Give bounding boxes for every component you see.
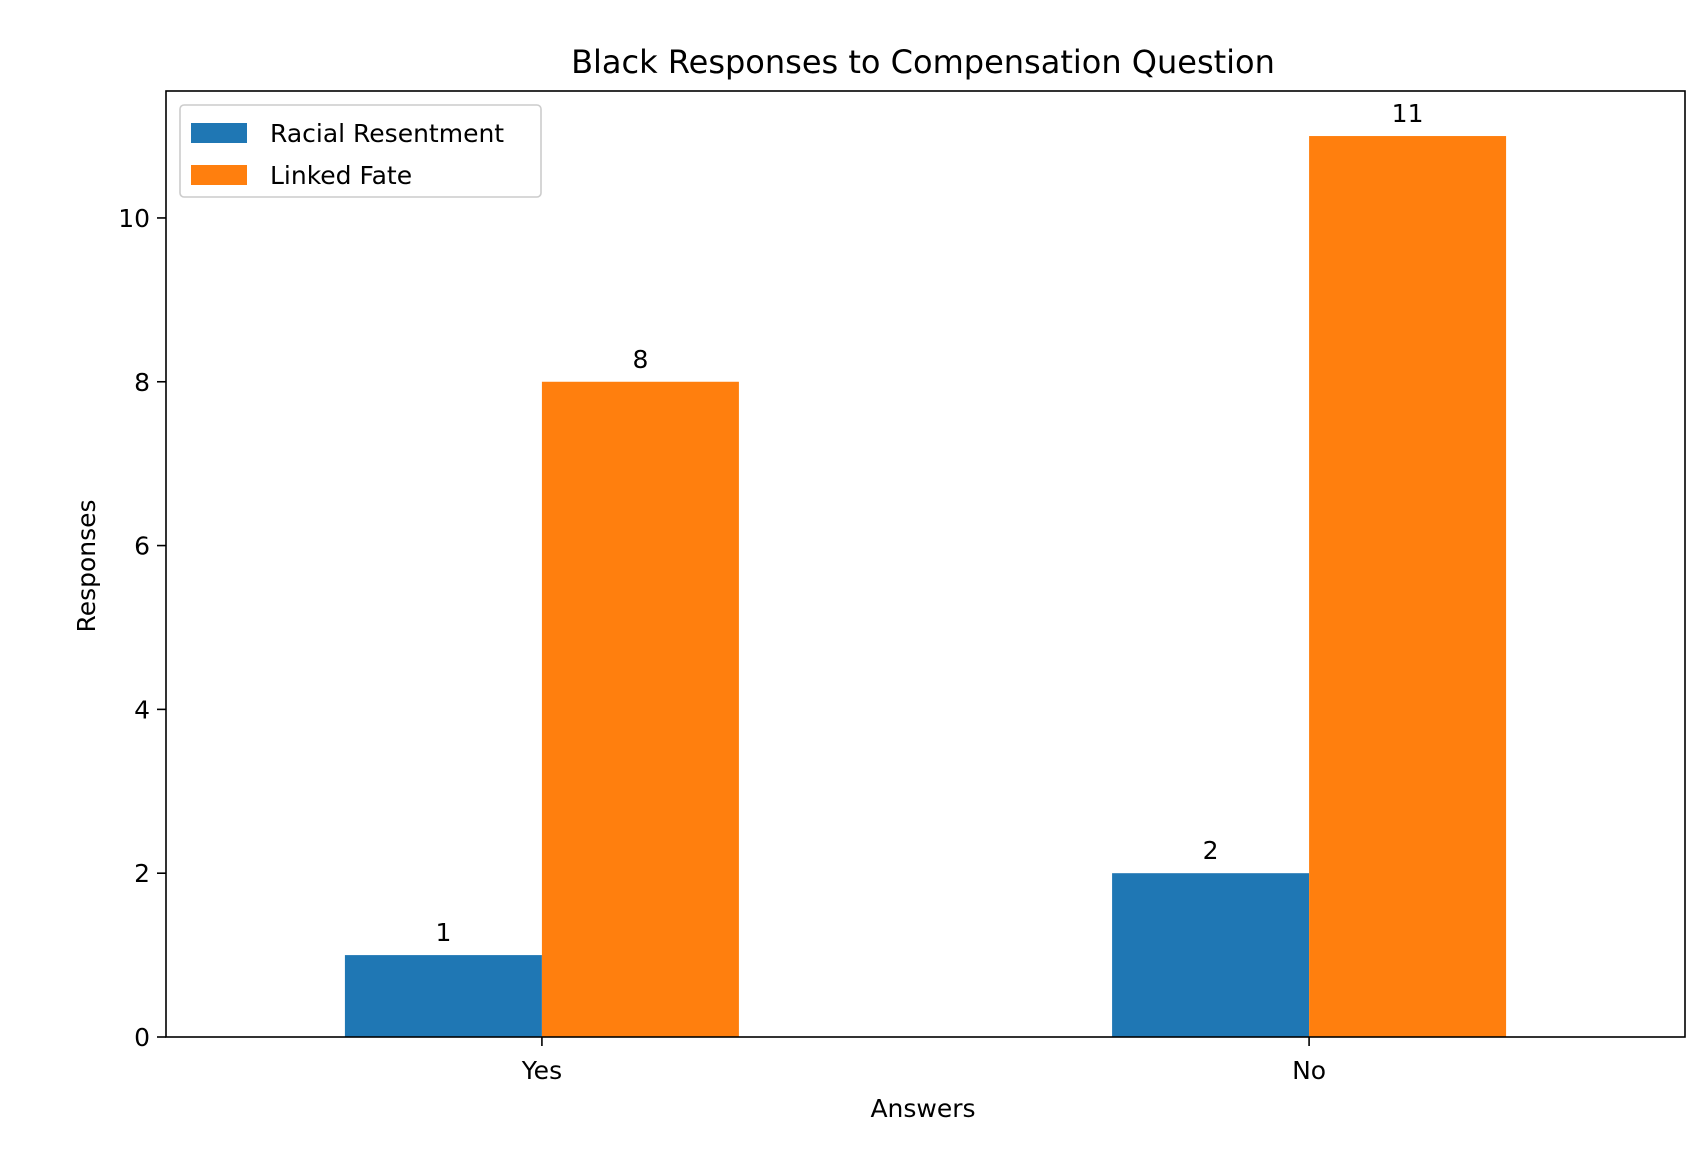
legend-box [179,104,542,198]
legend-label: Linked Fate [270,161,412,190]
data-labels-group: 1 2 8 11 [435,99,1423,947]
legend: Racial Resentment Linked Fate [179,104,542,198]
y-tick-label: 4 [134,695,150,724]
y-tick-label: 0 [134,1023,150,1052]
bar-linked-fate-yes [541,381,739,1037]
plot-frame [165,90,1686,1038]
bars-group [344,136,1507,1038]
legend-swatch [191,123,247,143]
data-label: 1 [435,918,451,947]
y-axis: 0 2 4 6 8 10 [118,204,166,1052]
chart-title: Black Responses to Compensation Question [571,43,1275,81]
legend-swatch [191,165,247,185]
bar-linked-fate-no [1309,136,1507,1038]
y-tick-label: 2 [134,859,150,888]
bar-racial-resentment-yes [344,955,542,1037]
y-tick-label: 6 [134,532,150,561]
x-tick-label: Yes [521,1056,562,1085]
data-label: 8 [632,345,648,374]
data-label: 2 [1203,836,1219,865]
legend-label: Racial Resentment [270,119,504,148]
x-axis: Yes No [521,1037,1326,1085]
x-axis-label: Answers [870,1094,975,1123]
x-tick-label: No [1292,1056,1326,1085]
y-axis-label: Responses [72,499,101,632]
data-label: 11 [1392,99,1424,128]
bar-racial-resentment-no [1112,873,1310,1037]
y-tick-label: 8 [134,368,150,397]
y-tick-label: 10 [118,204,150,233]
